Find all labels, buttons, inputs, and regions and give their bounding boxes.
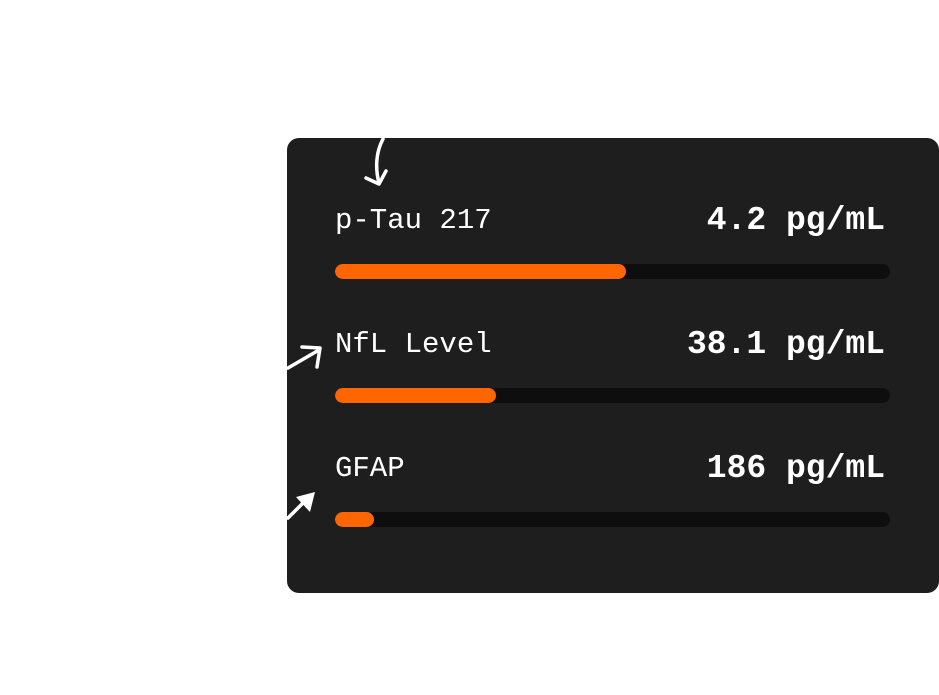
progress-fill <box>335 264 627 279</box>
progress-track <box>335 388 890 403</box>
progress-track <box>335 264 890 279</box>
progress-fill <box>335 512 374 527</box>
progress-fill <box>335 388 496 403</box>
biomarker-label: NfL Level <box>335 328 492 361</box>
biomarker-value: 186 pg/mL <box>706 450 885 487</box>
biomarker-value: 4.2 pg/mL <box>706 202 885 239</box>
biomarker-card: p-Tau 217 4.2 pg/mL NfL Level 38.1 pg/mL… <box>287 138 939 593</box>
biomarker-label: p-Tau 217 <box>335 204 492 237</box>
progress-track <box>335 512 890 527</box>
biomarker-label: GFAP <box>335 452 405 485</box>
biomarker-value: 38.1 pg/mL <box>686 326 885 363</box>
